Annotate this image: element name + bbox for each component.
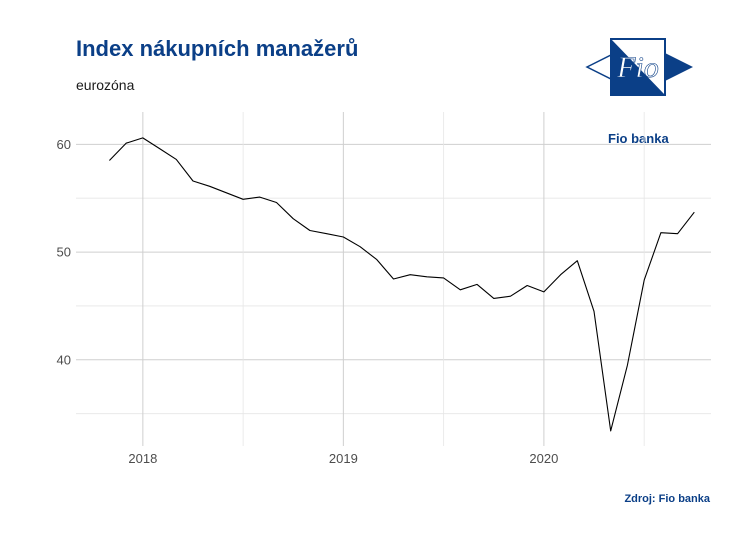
grid	[76, 112, 711, 446]
y-tick-label: 50	[57, 245, 71, 260]
y-tick-label: 40	[57, 352, 71, 367]
axis-ticks: 40 50 60 2018 2019 2020	[57, 137, 559, 466]
fio-banka-logo: Fio Fio banka	[585, 35, 695, 146]
fio-logo-text: Fio banka	[608, 131, 669, 146]
fio-logo-mark: Fio	[616, 51, 659, 84]
source-note: Zdroj: Fio banka	[624, 493, 710, 505]
x-tick-label: 2020	[529, 451, 558, 466]
x-tick-label: 2018	[128, 451, 157, 466]
y-tick-label: 60	[57, 137, 71, 152]
chart-subtitle: eurozóna	[76, 77, 135, 93]
fio-logo-icon: Fio	[585, 38, 693, 96]
series-line-pmi	[109, 137, 695, 432]
chart-title: Index nákupních manažerů	[76, 36, 359, 61]
x-tick-label: 2019	[329, 451, 358, 466]
